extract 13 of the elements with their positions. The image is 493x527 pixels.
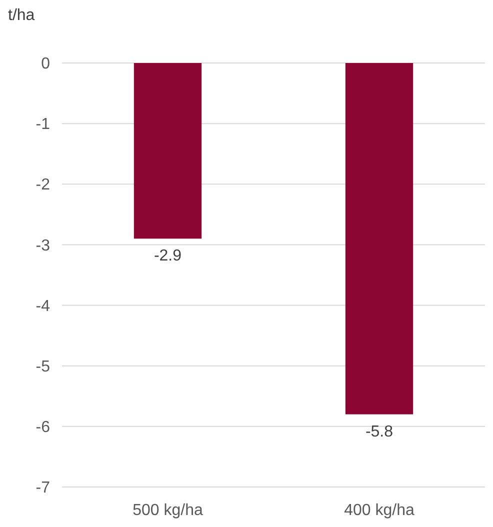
y-tick-label: -5 [36, 358, 50, 376]
y-tick-label: -3 [36, 237, 50, 254]
x-tick-label: 500 kg/ha [132, 502, 203, 519]
y-axis-title: t/ha [8, 7, 35, 24]
data-label: -5.8 [365, 423, 394, 440]
y-tick-label: -4 [36, 298, 50, 315]
y-tick-label: -6 [36, 419, 50, 436]
y-tick-label: -2 [36, 176, 50, 194]
y-tick-label: -1 [36, 116, 50, 134]
y-tick-label: -7 [36, 480, 50, 497]
y-tick-label: 0 [41, 56, 50, 73]
x-tick-label: 400 kg/ha [344, 502, 414, 519]
data-label: -2.9 [154, 248, 182, 265]
